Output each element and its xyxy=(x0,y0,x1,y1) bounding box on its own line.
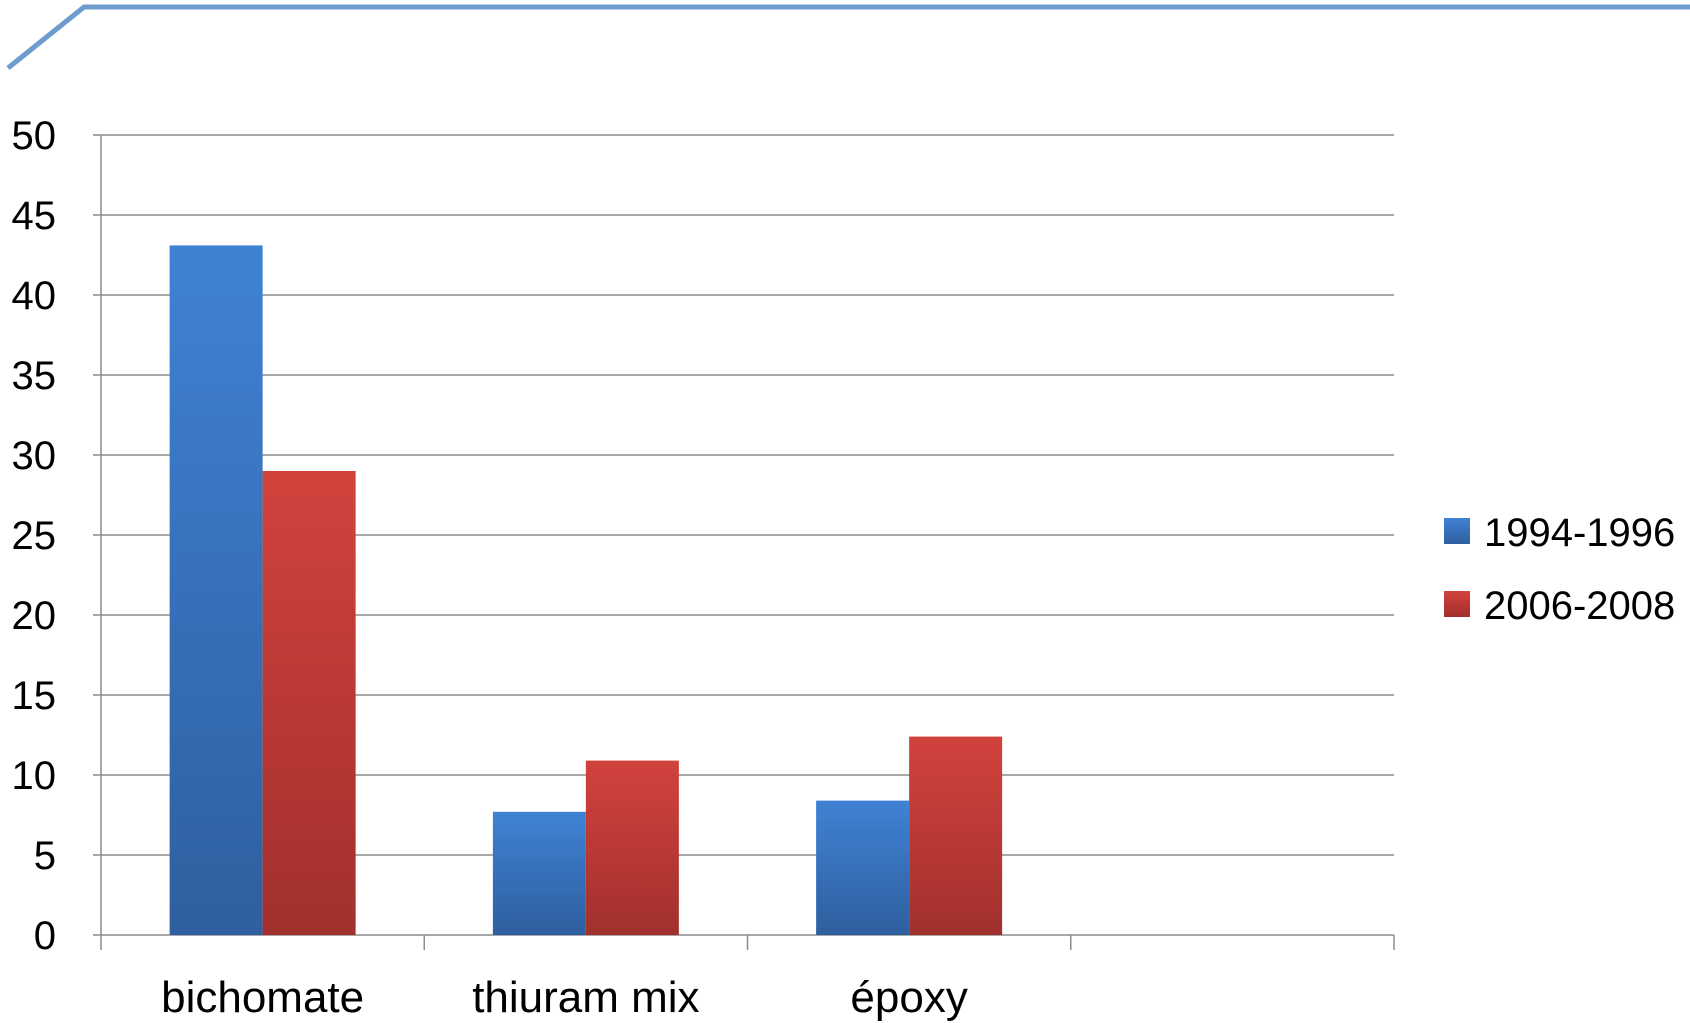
y-tick-label: 15 xyxy=(12,674,57,718)
y-tick-label: 25 xyxy=(12,514,57,558)
bar-1-2 xyxy=(492,811,586,935)
decorative-top-line xyxy=(6,4,1690,70)
y-tick-label: 45 xyxy=(12,194,57,238)
y-tick-label: 20 xyxy=(12,594,57,638)
bars xyxy=(169,245,1003,935)
legend-swatch xyxy=(1444,591,1470,617)
bar-2-3 xyxy=(909,736,1003,935)
x-category-label: thiuram mix xyxy=(472,973,699,1022)
axes xyxy=(100,135,1395,950)
legend-label: 1994-1996 xyxy=(1484,511,1675,555)
bar-2-1 xyxy=(262,471,356,935)
legend-label: 2006-2008 xyxy=(1484,584,1675,628)
y-tick-label: 0 xyxy=(34,914,56,958)
bar-2-2 xyxy=(585,760,679,935)
bar-1-1 xyxy=(169,245,263,935)
legend: 1994-1996 2006-2008 xyxy=(1444,511,1675,628)
y-tick-label: 35 xyxy=(12,354,57,398)
y-tick-label: 40 xyxy=(12,274,57,318)
x-category-label: époxy xyxy=(850,973,967,1022)
y-tick-label: 5 xyxy=(34,834,56,878)
x-category-label: bichomate xyxy=(161,973,364,1022)
bar-1-3 xyxy=(816,800,910,935)
legend-swatch xyxy=(1444,518,1470,544)
y-tick-label: 50 xyxy=(12,114,57,158)
y-tick-label: 10 xyxy=(12,754,57,798)
labels: 0 5 10 15 20 25 30 35 40 45 50 bichomate thiuram mix… xyxy=(12,114,968,1022)
y-tick-label: 30 xyxy=(12,434,57,478)
